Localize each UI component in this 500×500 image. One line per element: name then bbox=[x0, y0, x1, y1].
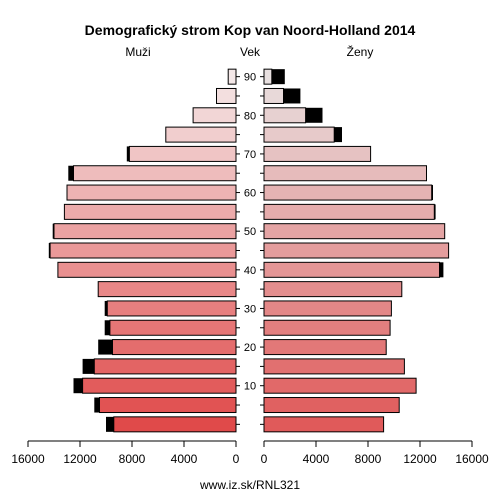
male-surplus-65-69 bbox=[68, 165, 74, 181]
left-header-label: Muži bbox=[125, 45, 150, 59]
male-surplus-50-54 bbox=[52, 223, 54, 239]
age-tick-label: 70 bbox=[244, 149, 256, 161]
male-bar-40-44 bbox=[57, 261, 237, 278]
male-bar-70-74 bbox=[128, 145, 237, 162]
female-bar-75-79 bbox=[263, 126, 335, 143]
age-tick-label: 20 bbox=[244, 342, 256, 354]
age-tick-label: 10 bbox=[244, 381, 256, 393]
female-surplus-60-64 bbox=[431, 185, 433, 201]
male-bar-90-94 bbox=[227, 68, 237, 85]
female-surplus-75-79 bbox=[334, 127, 342, 143]
female-bar-60-64 bbox=[263, 184, 433, 201]
female-surplus-40-44 bbox=[439, 262, 444, 278]
female-surplus-85-89 bbox=[283, 88, 301, 104]
female-bar-25-29 bbox=[263, 319, 391, 336]
male-bar-5-9 bbox=[99, 397, 237, 414]
x-tick-label-left: 4000 bbox=[171, 452, 198, 466]
male-bar-0-4 bbox=[113, 416, 237, 433]
male-surplus-30-34 bbox=[104, 300, 108, 316]
male-surplus-5-9 bbox=[94, 397, 100, 413]
male-bar-55-59 bbox=[63, 203, 237, 220]
chart-title: Demografický strom Kop van Noord-Holland… bbox=[85, 22, 416, 38]
female-bar-70-74 bbox=[263, 145, 372, 162]
age-tick-label: 90 bbox=[244, 72, 256, 84]
age-tick-label: 30 bbox=[244, 303, 256, 315]
female-bar-90-94 bbox=[263, 68, 273, 85]
male-bar-60-64 bbox=[66, 184, 237, 201]
male-bar-25-29 bbox=[109, 319, 237, 336]
female-bar-45-49 bbox=[263, 242, 450, 259]
female-surplus-90-94 bbox=[271, 69, 285, 85]
female-bar-85-89 bbox=[263, 87, 284, 104]
age-axis: 10 20 30 40 50 60 70 80 90 bbox=[236, 72, 264, 425]
male-surplus-45-49 bbox=[48, 243, 51, 258]
male-bar-35-39 bbox=[97, 281, 237, 298]
female-bar-0-4 bbox=[263, 416, 385, 433]
male-bar-85-89 bbox=[216, 87, 237, 104]
x-tick-label-right: 0 bbox=[261, 452, 268, 466]
age-tick-label: 80 bbox=[244, 110, 256, 122]
male-surplus-25-29 bbox=[104, 320, 110, 336]
male-bar-15-19 bbox=[93, 358, 237, 375]
male-bar-50-54 bbox=[53, 223, 237, 240]
female-surplus-55-59 bbox=[434, 204, 436, 220]
female-bar-10-14 bbox=[263, 377, 417, 394]
male-bars bbox=[48, 68, 237, 433]
female-bar-55-59 bbox=[263, 203, 435, 220]
male-bar-20-24 bbox=[112, 339, 237, 356]
x-tick-label-left: 8000 bbox=[119, 452, 146, 466]
female-bar-20-24 bbox=[263, 339, 387, 356]
x-tick-label-right: 4000 bbox=[303, 452, 330, 466]
male-surplus-70-74 bbox=[126, 146, 130, 162]
female-bars bbox=[263, 68, 450, 433]
age-tick-label: 40 bbox=[244, 265, 256, 277]
x-tick-label-left: 12000 bbox=[63, 452, 97, 466]
male-bar-30-34 bbox=[106, 300, 237, 317]
female-bar-15-19 bbox=[263, 358, 405, 375]
male-bar-45-49 bbox=[49, 242, 237, 259]
female-bar-30-34 bbox=[263, 300, 392, 317]
male-surplus-0-4 bbox=[106, 416, 114, 432]
female-surplus-80-84 bbox=[305, 107, 323, 123]
male-surplus-20-24 bbox=[98, 339, 113, 355]
age-tick-label: 50 bbox=[244, 226, 256, 238]
male-bar-75-79 bbox=[165, 126, 237, 143]
x-tick-label-right: 12000 bbox=[403, 452, 437, 466]
male-bar-10-14 bbox=[82, 377, 237, 394]
male-surplus-15-19 bbox=[82, 358, 95, 374]
footer-url: www.iz.sk/RNL321 bbox=[199, 478, 300, 492]
female-bar-40-44 bbox=[263, 261, 440, 278]
x-axis-right: 0 4000 8000 12000 16000 bbox=[261, 440, 489, 466]
x-tick-label-left: 16000 bbox=[11, 452, 45, 466]
male-bar-80-84 bbox=[192, 107, 237, 124]
female-bar-65-69 bbox=[263, 165, 427, 182]
x-tick-label-left: 0 bbox=[233, 452, 240, 466]
female-bar-5-9 bbox=[263, 397, 400, 414]
female-bar-35-39 bbox=[263, 281, 403, 298]
x-tick-label-right: 16000 bbox=[455, 452, 489, 466]
x-tick-label-right: 8000 bbox=[355, 452, 382, 466]
female-bar-80-84 bbox=[263, 107, 307, 124]
male-surplus-10-14 bbox=[73, 378, 83, 394]
center-header-label: Vek bbox=[240, 45, 261, 59]
female-bar-50-54 bbox=[263, 223, 446, 240]
male-bar-65-69 bbox=[73, 165, 237, 182]
right-header-label: Ženy bbox=[347, 44, 374, 59]
age-tick-label: 60 bbox=[244, 188, 256, 200]
x-axis-left: 16000 12000 8000 4000 0 bbox=[11, 440, 240, 466]
